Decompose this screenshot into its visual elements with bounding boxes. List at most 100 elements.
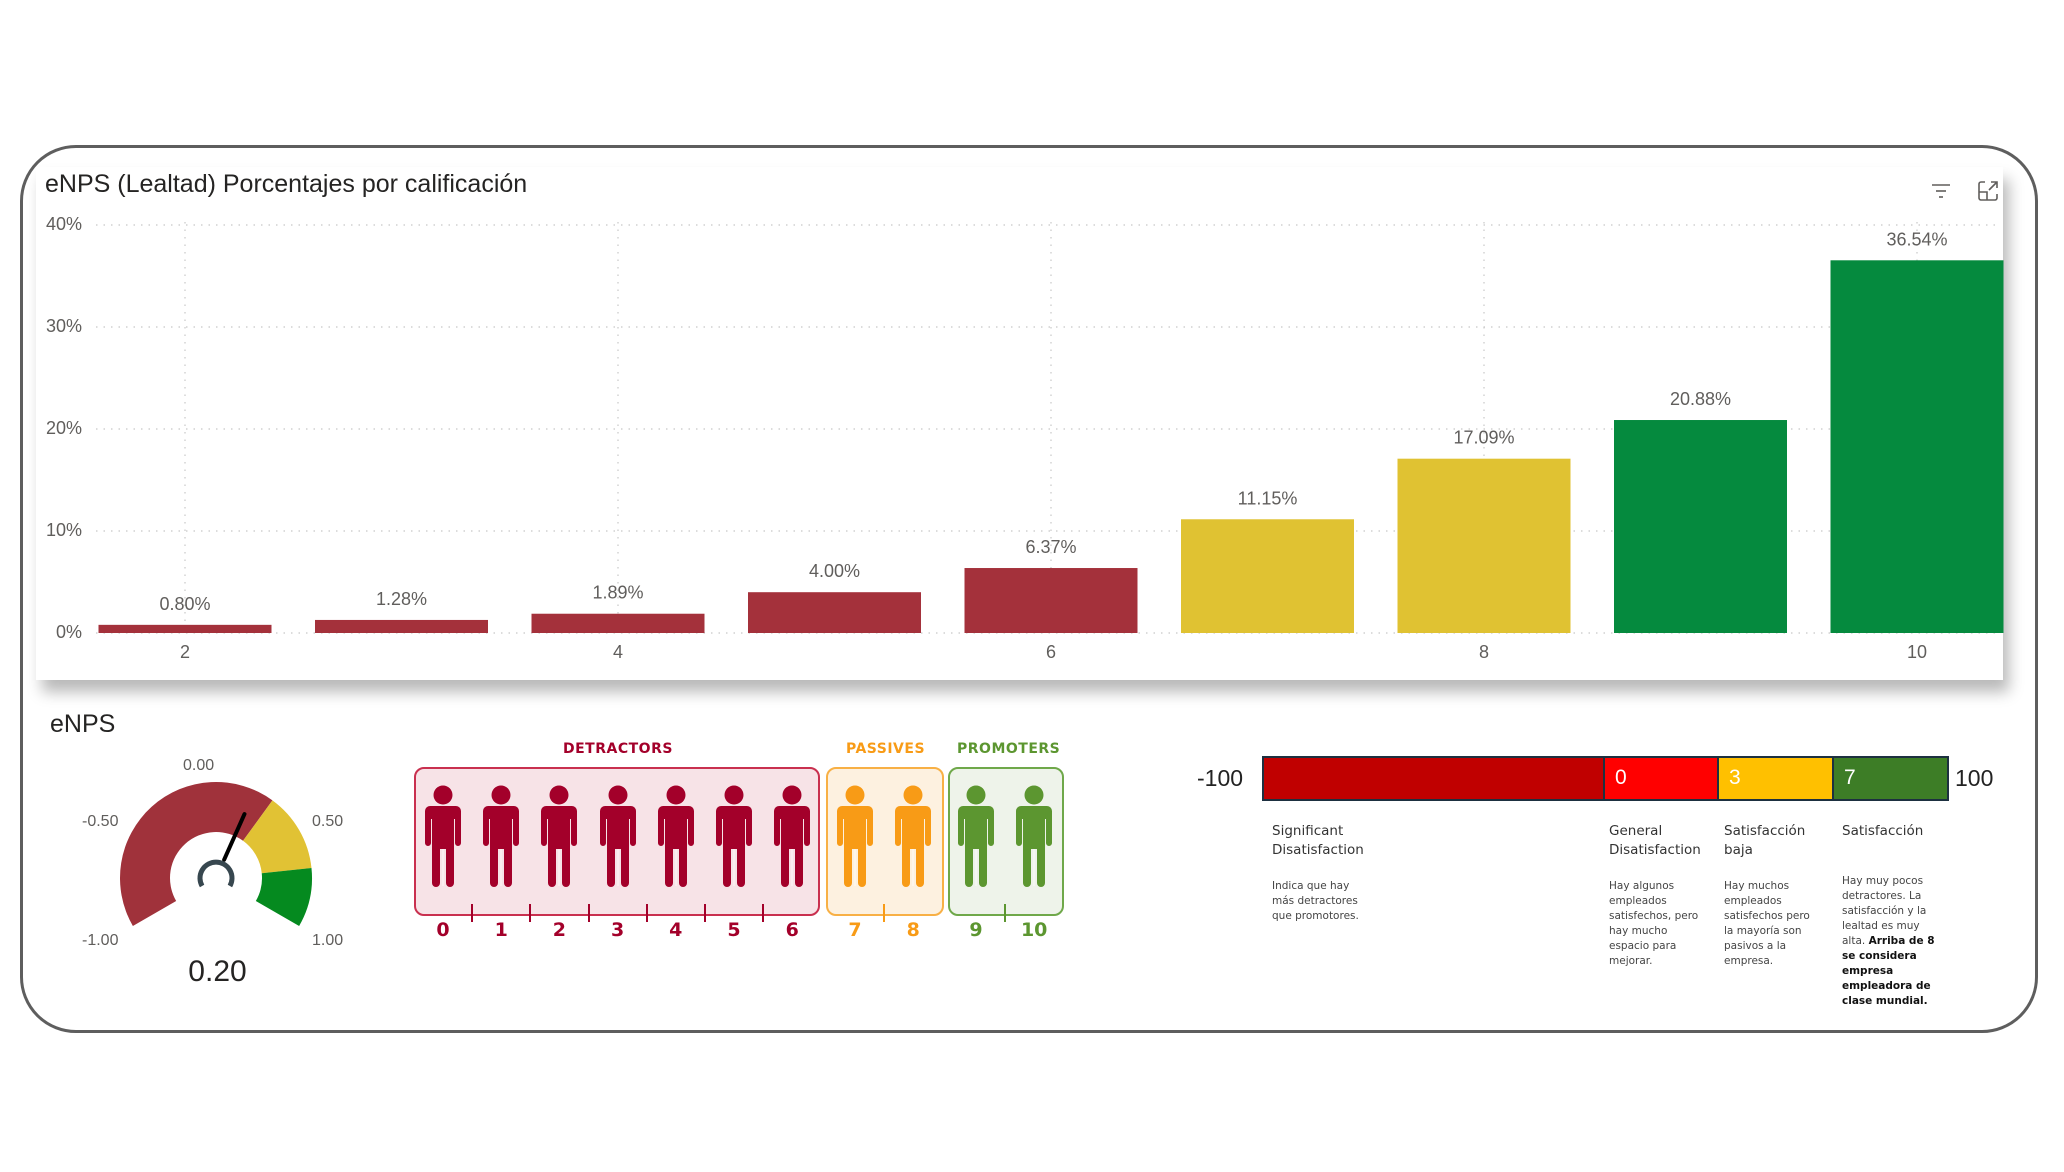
- score-label: 2: [552, 919, 566, 941]
- bar-data-label: 17.09%: [1453, 428, 1514, 448]
- gauge-hub: [197, 859, 235, 888]
- scale-segment: 0: [1603, 756, 1719, 801]
- score-label: 9: [969, 919, 983, 941]
- gauge-band-2: [255, 867, 312, 926]
- person-icon: [599, 785, 637, 891]
- person-icon: [715, 785, 753, 891]
- score-label: 6: [785, 919, 799, 941]
- bar-4[interactable]: [531, 613, 705, 633]
- segment-title: General Disatisfaction: [1609, 823, 1701, 858]
- segment-threshold: 3: [1729, 766, 1741, 789]
- bar-2[interactable]: [98, 624, 272, 633]
- bar-7[interactable]: [1181, 519, 1354, 633]
- scale-segment: [1262, 756, 1605, 801]
- gauge-title: eNPS: [50, 710, 116, 738]
- x-tick-label: 2: [179, 642, 190, 662]
- gauge-needle: [222, 812, 247, 862]
- gauge-tick-low: -0.50: [82, 813, 119, 830]
- score-label: 8: [906, 919, 920, 941]
- gauge-tick-min: -1.00: [82, 932, 119, 949]
- bar-data-label: 36.54%: [1886, 229, 1947, 249]
- filter-icon[interactable]: [1928, 178, 1954, 204]
- segment-description-text: Hay muchos empleados satisfechos pero la…: [1724, 880, 1810, 967]
- y-tick-label: 0%: [55, 622, 82, 642]
- dashboard-frame: [20, 145, 2038, 1033]
- person-icon: [773, 785, 811, 891]
- score-divider: [645, 904, 648, 922]
- y-tick-label: 30%: [45, 316, 82, 336]
- person-icon: [540, 785, 578, 891]
- person-icon: [957, 785, 995, 891]
- person-icon: [657, 785, 695, 891]
- x-tick-label: 8: [1478, 642, 1489, 662]
- bar-8[interactable]: [1397, 458, 1571, 633]
- person-icon: [836, 785, 874, 891]
- x-tick-label: 10: [1906, 642, 1928, 662]
- score-divider: [471, 904, 474, 922]
- segment-title: Satisfacción: [1842, 823, 1924, 839]
- segment-threshold: 0: [1615, 766, 1627, 789]
- promoters-label: PROMOTERS: [957, 741, 1061, 757]
- score-divider: [883, 904, 886, 922]
- gauge-tick-mid: 0.00: [183, 757, 215, 774]
- bar-data-label: 1.28%: [376, 589, 427, 609]
- gauge-band-1: [243, 800, 312, 874]
- bar-data-label: 1.89%: [592, 583, 643, 603]
- gauge-tick-max: 1.00: [312, 932, 344, 949]
- person-icon: [894, 785, 932, 891]
- enps-gauge: [119, 782, 312, 926]
- gauge-value: 0.20: [188, 955, 247, 988]
- bar-9[interactable]: [1614, 420, 1787, 633]
- y-tick-label: 10%: [45, 520, 82, 540]
- chart-title: eNPS (Lealtad) Porcentajes por calificac…: [45, 170, 528, 198]
- person-icon: [424, 785, 462, 891]
- score-label: 5: [727, 919, 741, 941]
- bar-data-label: 20.88%: [1670, 389, 1731, 409]
- bar-data-label: 0.80%: [159, 594, 210, 614]
- score-divider: [529, 904, 532, 922]
- segment-description-bold: Arriba de 8 se considera empresa emplead…: [1842, 935, 1935, 1007]
- x-tick-label: 4: [612, 642, 623, 662]
- y-tick-label: 40%: [45, 214, 82, 234]
- bar-data-label: 4.00%: [809, 561, 860, 581]
- scale-max-label: 100: [1955, 765, 1994, 791]
- person-icon: [1015, 785, 1053, 891]
- scale-segment: 7: [1832, 756, 1949, 801]
- score-divider: [703, 904, 706, 922]
- segment-title: Satisfacción baja: [1724, 823, 1806, 858]
- score-label: 7: [848, 919, 862, 941]
- gauge-band-0: [119, 782, 273, 926]
- score-divider: [587, 904, 590, 922]
- bar-5[interactable]: [748, 592, 921, 633]
- segment-description-text: Hay algunos empleados satisfechos, pero …: [1609, 880, 1699, 967]
- bar-data-label: 11.15%: [1238, 488, 1298, 508]
- segment-description: Indica que hay más detractores que promo…: [1272, 879, 1392, 924]
- score-label: 10: [1020, 919, 1048, 941]
- bar-data-label: 6.37%: [1025, 537, 1076, 557]
- score-divider: [762, 904, 765, 922]
- person-icon: [482, 785, 520, 891]
- passives-label: PASSIVES: [846, 741, 926, 757]
- scale-min-label: -100: [1197, 765, 1244, 791]
- score-label: 4: [669, 919, 683, 941]
- bar-chart: 0.80% 1.28% 1.89% 4.00% 6.37% 11.15% 17.09% 20.…: [96, 222, 2004, 634]
- segment-description: Hay algunos empleados satisfechos, pero …: [1609, 879, 1729, 969]
- gauge-tick-high: 0.50: [312, 813, 344, 830]
- detractors-label: DETRACTORS: [563, 741, 673, 757]
- x-tick-label: 6: [1045, 642, 1056, 662]
- score-divider: [1004, 904, 1007, 922]
- score-label: 0: [436, 919, 450, 941]
- scale-segment: 3: [1717, 756, 1834, 801]
- focus-mode-icon[interactable]: [1975, 178, 2001, 204]
- bar-10[interactable]: [1830, 260, 2004, 633]
- segment-threshold: 7: [1844, 766, 1856, 789]
- segment-description-text: Indica que hay más detractores que promo…: [1272, 880, 1359, 922]
- bar-6[interactable]: [964, 568, 1138, 633]
- segment-description-text: Hay muy pocos detractores. La satisfacci…: [1842, 875, 1927, 947]
- y-tick-label: 20%: [45, 418, 82, 438]
- score-label: 1: [494, 919, 508, 941]
- bar-3[interactable]: [315, 619, 488, 633]
- segment-description: Hay muy pocos detractores. La satisfacci…: [1842, 874, 1962, 1009]
- segment-title: Significant Disatisfaction: [1272, 823, 1364, 858]
- score-label: 3: [610, 919, 625, 941]
